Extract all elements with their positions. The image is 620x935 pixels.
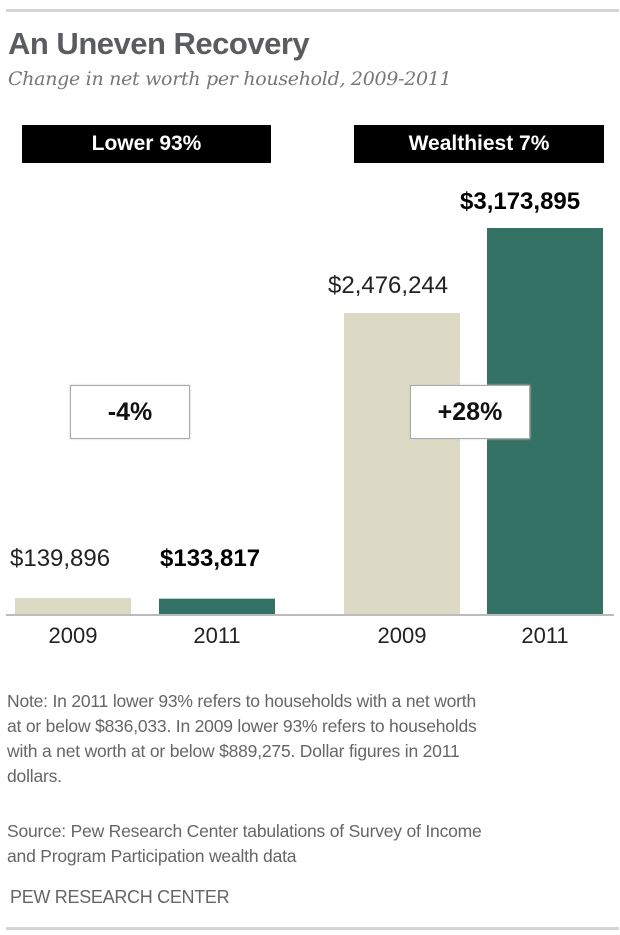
x-tick-lower-2009: 2009	[48, 623, 98, 648]
change-box-lower: -4%	[70, 385, 190, 439]
x-tick-lower-2011: 2011	[193, 623, 241, 648]
bar-wealthiest-2009	[344, 313, 460, 615]
group-header-lower-93: Lower 93%	[22, 125, 271, 163]
change-box-wealthiest: +28%	[410, 385, 530, 439]
bar-lower-2011	[159, 598, 275, 615]
note-line: Note: In 2011 lower 93% refers to househ…	[7, 691, 476, 711]
value-label-lower-2011: $133,817	[160, 545, 261, 572]
chart-subtitle: Change in net worth per household, 2009-…	[8, 68, 452, 90]
value-label-lower-2009: $139,896	[10, 545, 111, 572]
bar-lower-2009	[15, 597, 131, 615]
source-line: and Program Participation wealth data	[7, 846, 297, 866]
note-line: at or below $836,033. In 2009 lower 93% …	[7, 716, 477, 736]
source-line: Source: Pew Research Center tabulations …	[7, 821, 482, 841]
top-rule	[6, 9, 619, 12]
pew-research-center-logo: PEW RESEARCH CENTER	[10, 887, 230, 907]
chart-title: An Uneven Recovery	[8, 26, 310, 61]
note-line: dollars.	[7, 766, 62, 786]
value-label-wealthiest-2009: $2,476,244	[328, 272, 449, 299]
value-label-wealthiest-2011: $3,173,895	[460, 188, 581, 215]
x-tick-wealthiest-2009: 2009	[377, 623, 427, 648]
x-tick-wealthiest-2011: 2011	[521, 623, 569, 648]
group-header-wealthiest-7: Wealthiest 7%	[354, 125, 604, 163]
note-line: with a net worth at or below $889,275. D…	[7, 741, 460, 761]
bottom-rule	[6, 927, 619, 930]
